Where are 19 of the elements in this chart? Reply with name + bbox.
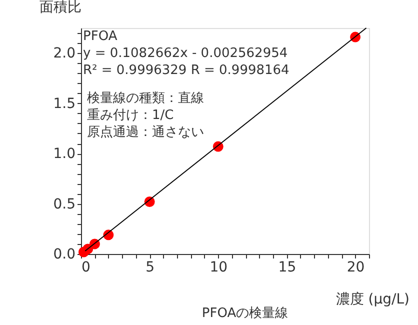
y-tick-label: 0.0 (53, 246, 76, 262)
annotation: 原点通過：通さない (87, 125, 204, 140)
x-tick-label: 5 (146, 260, 155, 276)
annotation: 検量線の種類：直線 (87, 91, 204, 106)
y-tick-label: 0.5 (53, 196, 76, 212)
y-tick-label: 1.0 (53, 146, 76, 162)
x-tick-label: 10 (210, 260, 228, 276)
y-tick-label: 2.0 (53, 46, 76, 62)
x-tick-label: 0 (82, 260, 90, 276)
annotation: 重み付け：1/C (87, 108, 174, 123)
x-tick-label: 15 (278, 260, 296, 276)
x-axis-title: 濃度 (μg/L) (336, 292, 410, 308)
x-tick-label: 20 (346, 260, 365, 276)
text: PFOAの検量線 (202, 306, 288, 321)
y-axis-title: 面積比 (40, 0, 82, 16)
annotation: y = 0.1082662x - 0.002562954 (83, 46, 288, 61)
annotation: R² = 0.9996329 R = 0.9998164 (83, 63, 290, 78)
annotation: PFOA (83, 29, 118, 44)
y-tick-label: 1.5 (53, 96, 76, 112)
